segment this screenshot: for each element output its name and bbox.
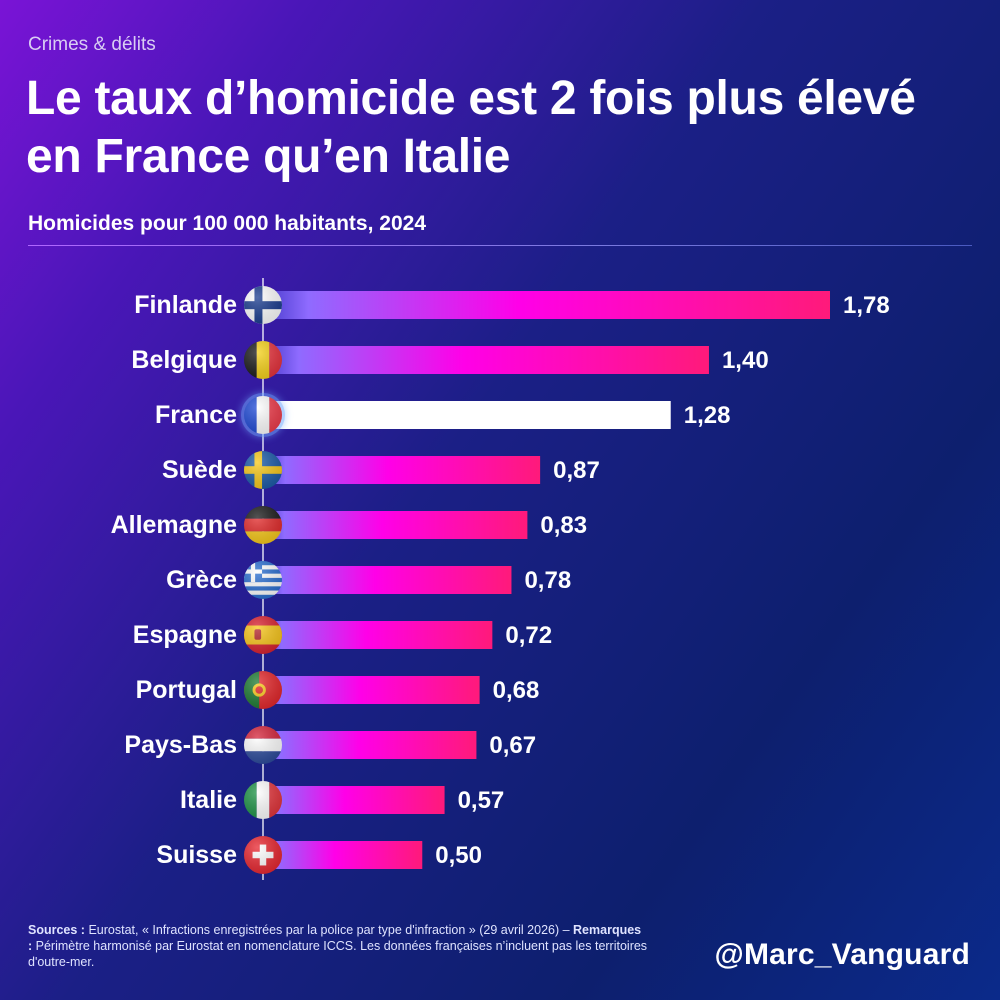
category-label-suede: Suède (162, 456, 237, 484)
source-footnote: Sources : Eurostat, « Infractions enregi… (28, 922, 648, 970)
bar-belgique (263, 346, 709, 374)
flag-germany-icon (244, 506, 282, 544)
value-label-france: 1,28 (684, 402, 731, 429)
bar-france (263, 401, 671, 429)
flag-netherlands-icon (244, 726, 282, 764)
category-label-belgique: Belgique (131, 346, 237, 374)
category-label-pays-bas: Pays-Bas (124, 731, 237, 759)
category-label-allemagne: Allemagne (111, 511, 238, 539)
category-label-grece: Grèce (166, 566, 237, 594)
category-label-espagne: Espagne (133, 621, 237, 649)
bar-allemagne (263, 511, 528, 539)
value-label-finlande: 1,78 (843, 292, 890, 319)
value-label-portugal: 0,68 (493, 677, 540, 704)
flag-spain-icon (244, 616, 282, 654)
category-kicker: Crimes & délits (28, 34, 156, 55)
bar-espagne (263, 621, 493, 649)
author-handle: @Marc_Vanguard (714, 938, 970, 971)
bar-suede (263, 456, 541, 484)
flag-switzerland-icon (244, 836, 282, 874)
bar-portugal (263, 676, 480, 704)
value-label-allemagne: 0,83 (540, 512, 587, 539)
flag-finland-icon (244, 286, 282, 324)
chart-subtitle: Homicides pour 100 000 habitants, 2024 (28, 212, 426, 235)
bar-grece (263, 566, 512, 594)
sources-text: Eurostat, « Infractions enregistrées par… (84, 923, 574, 937)
flag-greece-icon (244, 561, 282, 599)
bar-chart: Finlande 1,78 Belgique 1,40 France 1,28 Suède 0… (111, 278, 890, 880)
bar-pays-bas (263, 731, 477, 759)
title-divider (28, 245, 972, 246)
flag-france-icon (241, 393, 285, 437)
bar-finlande (263, 291, 830, 319)
value-label-belgique: 1,40 (722, 347, 769, 374)
flag-italy-icon (244, 781, 282, 819)
bar-suisse (263, 841, 423, 869)
flag-portugal-icon (244, 671, 282, 709)
remarks-text: Périmètre harmonisé par Eurostat en nome… (28, 939, 648, 969)
sources-label: Sources : (28, 923, 85, 937)
flag-sweden-icon (244, 451, 282, 489)
category-label-italie: Italie (180, 786, 237, 814)
category-label-finlande: Finlande (134, 291, 237, 319)
flag-belgium-icon (244, 341, 282, 379)
value-label-pays-bas: 0,67 (489, 732, 536, 759)
value-label-grece: 0,78 (524, 567, 571, 594)
value-label-suede: 0,87 (553, 457, 600, 484)
category-label-france: France (155, 401, 237, 429)
remarks-label: Remarques : (28, 923, 642, 953)
category-label-suisse: Suisse (156, 841, 237, 869)
category-label-portugal: Portugal (136, 676, 237, 704)
value-label-italie: 0,57 (458, 787, 505, 814)
bar-italie (263, 786, 445, 814)
value-label-suisse: 0,50 (435, 842, 482, 869)
value-label-espagne: 0,72 (505, 622, 552, 649)
chart-title: Le taux d’homicide est 2 fois plus élevé… (26, 72, 916, 183)
